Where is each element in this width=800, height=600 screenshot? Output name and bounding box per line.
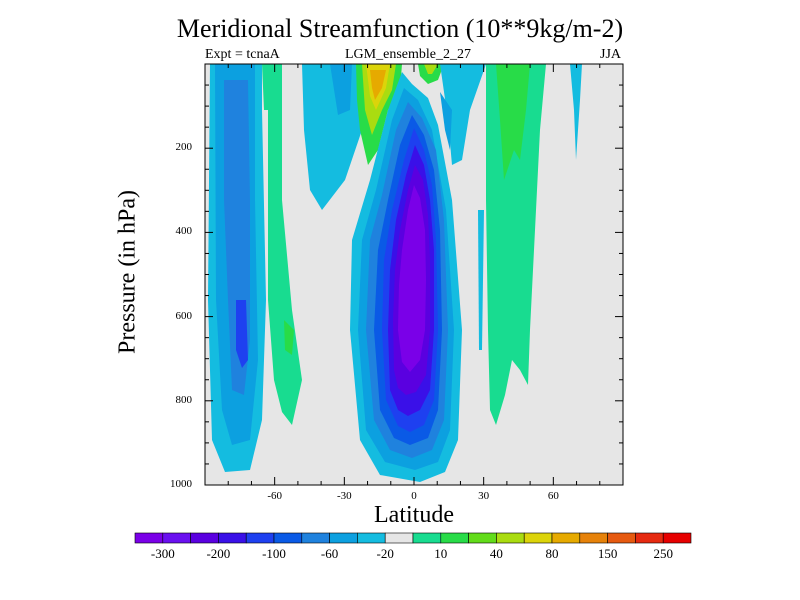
northern-positive-cell-core (496, 64, 530, 180)
x-tick-label: -30 (336, 490, 352, 502)
axis-ticks (205, 64, 623, 485)
colorbar-swatch (384, 532, 414, 544)
ensemble-label: LGM_ensemble_2_27 (345, 47, 471, 62)
colorbar-label: -300 (150, 546, 175, 561)
y-tick-label: 1000 (170, 478, 192, 490)
y-tick-label: 200 (175, 141, 193, 154)
x-axis-label: Latitude (374, 502, 454, 528)
contour-layer (208, 64, 582, 482)
colorbar-swatch (551, 532, 581, 544)
northern-negative-band (440, 64, 486, 165)
colorbar-label: -100 (262, 546, 286, 561)
y-tick-label: 800 (175, 393, 193, 406)
colorbar-swatch (496, 532, 525, 544)
colorbar-swatch (662, 532, 692, 544)
colorbar-swatch (162, 532, 191, 544)
far-northern-sliver (570, 64, 582, 160)
colorbar-swatch (190, 532, 219, 544)
northern-negative-sliver (478, 210, 484, 350)
x-tick-label: 60 (547, 490, 559, 502)
x-tick-label: 0 (411, 490, 417, 502)
colorbar-label: 40 (489, 546, 503, 561)
colorbar-swatch (635, 532, 664, 544)
colorbar-label: -60 (320, 546, 339, 561)
colorbar-swatch (412, 532, 442, 544)
upper-positive-left (262, 64, 272, 110)
colorbar-label: 10 (434, 546, 448, 561)
upper-negative-band-inner (330, 64, 352, 115)
colorbar-swatch (301, 532, 330, 544)
colorbar-label: 250 (653, 546, 673, 561)
northern-positive-cell (486, 64, 546, 425)
colorbar-swatch (468, 532, 497, 544)
y-tick-label: 600 (175, 309, 193, 322)
colorbar-swatch (245, 532, 275, 544)
colorbar-label: 150 (597, 546, 618, 561)
colorbar-label: 80 (545, 546, 559, 561)
southern-positive-cell-core (284, 320, 294, 355)
colorbar-swatch (218, 532, 247, 544)
chart-title: Meridional Streamfunction (10**9kg/m-2) (176, 14, 624, 43)
x-tick-label: -60 (267, 490, 282, 502)
colorbar-swatch (607, 532, 636, 544)
x-tick-label: 30 (478, 490, 490, 502)
colorbar-swatch (273, 532, 303, 544)
colorbar-label: -200 (206, 546, 231, 561)
y-axis-label: Pressure (in hPa) (114, 190, 141, 354)
colorbar-swatch (134, 532, 164, 544)
colorbar-swatch (579, 532, 608, 544)
colorbar-swatch (523, 532, 553, 544)
colorbar-label: -20 (376, 546, 394, 561)
season-label: JJA (600, 47, 622, 62)
upper-positive-cell-core (370, 70, 386, 100)
colorbar-swatch (329, 532, 358, 544)
upper-positive-small-core (424, 64, 438, 74)
colorbar (134, 532, 692, 544)
central-negative-cell-core (398, 185, 426, 372)
southern-negative-cell-core (236, 300, 248, 368)
colorbar-swatch (440, 532, 469, 544)
colorbar-swatch (357, 532, 386, 544)
experiment-label: Expt = tcnaA (205, 47, 280, 62)
y-tick-label: 400 (175, 225, 193, 238)
northern-negative-inner (440, 92, 452, 150)
